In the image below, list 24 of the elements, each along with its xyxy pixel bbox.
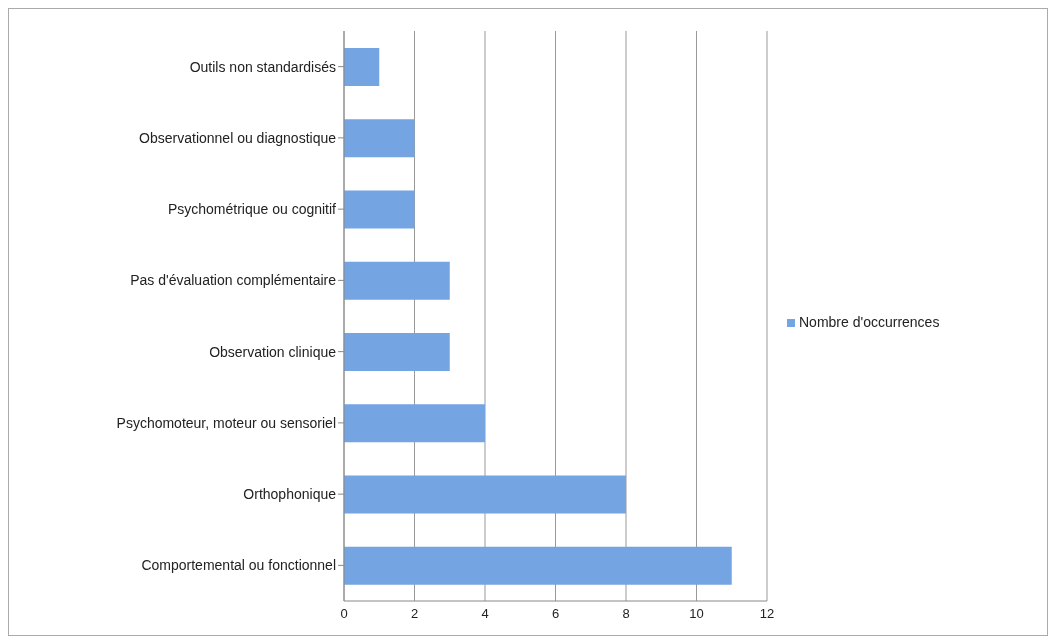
bar: [344, 333, 450, 371]
legend-label: Nombre d'occurrences: [799, 314, 940, 330]
x-tick-label: 12: [759, 606, 775, 622]
x-tick-label: 10: [689, 606, 704, 622]
y-tick-label: Comportemental ou fonctionnel: [141, 557, 336, 574]
x-tick-label: 0: [340, 606, 348, 622]
y-tick-label: Observation clinique: [209, 343, 337, 360]
y-tick-label: Psychomoteur, moteur ou sensoriel: [116, 414, 336, 431]
y-tick-label: Observationnel ou diagnostique: [139, 129, 337, 146]
x-tick-label: 2: [410, 606, 419, 622]
y-tick-label: Orthophonique: [243, 486, 337, 503]
x-tick-label: 8: [622, 606, 630, 622]
x-tick-label: 6: [551, 606, 560, 622]
bar: [344, 475, 626, 514]
bar: [344, 261, 450, 300]
bar: [344, 404, 485, 443]
y-tick-label: Outils non standardisés: [189, 58, 336, 75]
bar: [344, 119, 415, 158]
bar: [344, 190, 415, 229]
bar: [344, 546, 732, 585]
x-tick-label: 4: [481, 606, 489, 622]
bar: [344, 48, 380, 86]
y-tick-label: Psychométrique ou cognitif: [167, 201, 337, 218]
y-tick-label: Pas d'évaluation complémentaire: [130, 272, 337, 289]
